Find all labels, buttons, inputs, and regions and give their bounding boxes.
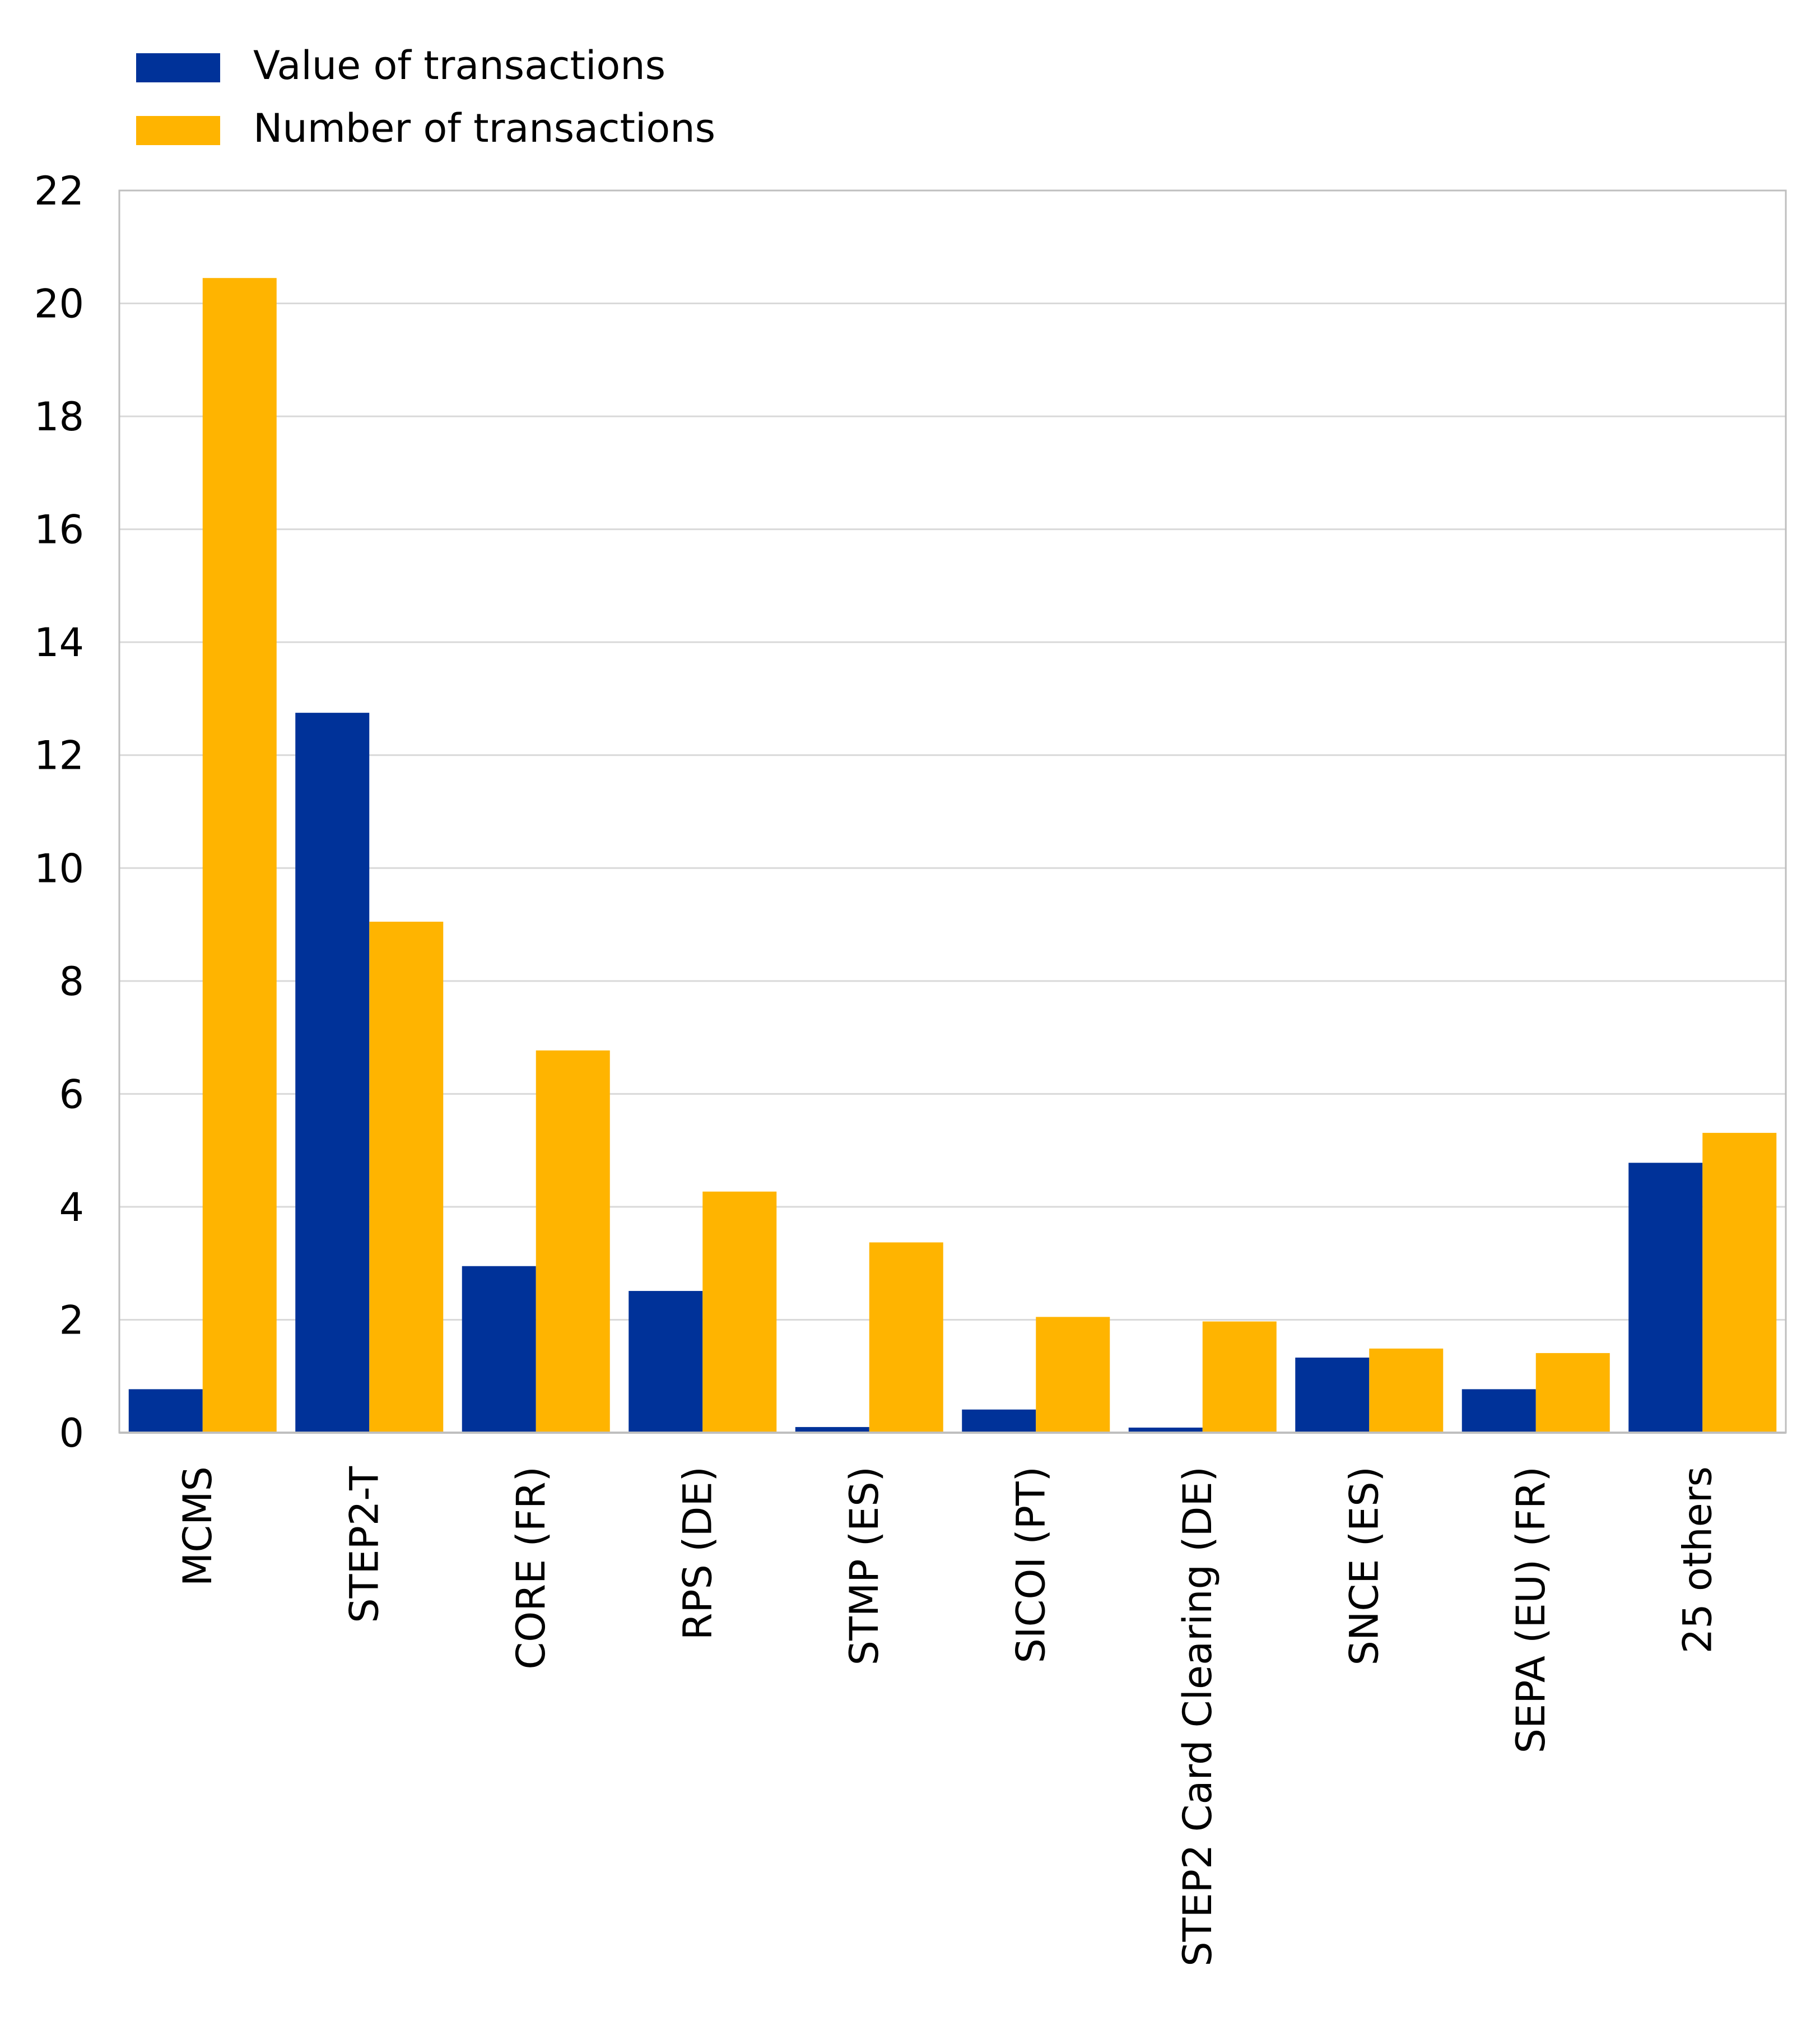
x-category-label: 25 others bbox=[1674, 1466, 1720, 1653]
bar-value-2 bbox=[462, 1266, 536, 1433]
bar-number-8 bbox=[1535, 1353, 1610, 1433]
bar-value-9 bbox=[1628, 1163, 1703, 1433]
bars bbox=[119, 278, 1786, 1434]
x-category-label: SNCE (ES) bbox=[1341, 1466, 1387, 1665]
legend-swatch-number bbox=[136, 116, 220, 145]
bar-value-1 bbox=[295, 713, 370, 1433]
bar-number-3 bbox=[702, 1191, 777, 1433]
y-tick-label: 20 bbox=[34, 281, 84, 327]
y-axis-tick-labels: 0 2 4 6 8 10 12 14 16 18 20 22 bbox=[34, 168, 84, 1456]
x-category-label: CORE (FR) bbox=[508, 1466, 554, 1670]
bar-value-4 bbox=[795, 1427, 869, 1433]
y-tick-label: 12 bbox=[34, 733, 84, 779]
x-axis-category-labels: MCMS STEP2-T CORE (FR) RPS (DE) STMP (ES) SIC… bbox=[175, 1466, 1721, 1967]
y-tick-label: 14 bbox=[34, 620, 84, 666]
bar-number-2 bbox=[536, 1050, 610, 1433]
bar-number-0 bbox=[202, 278, 277, 1433]
x-category-label: RPS (DE) bbox=[674, 1466, 720, 1640]
bar-number-4 bbox=[869, 1242, 943, 1433]
bar-value-7 bbox=[1295, 1357, 1370, 1433]
bar-number-5 bbox=[1036, 1317, 1110, 1433]
y-tick-label: 18 bbox=[34, 394, 84, 440]
bar-number-9 bbox=[1702, 1132, 1777, 1433]
legend: Value of transactions Number of transacti… bbox=[136, 43, 715, 151]
y-tick-label: 4 bbox=[59, 1184, 84, 1230]
x-category-label: STMP (ES) bbox=[841, 1466, 887, 1665]
bar-value-6 bbox=[1128, 1427, 1203, 1433]
bar-number-6 bbox=[1202, 1321, 1277, 1433]
legend-label-value: Value of transactions bbox=[253, 43, 665, 89]
plot-frame bbox=[118, 189, 1787, 1434]
x-category-label: MCMS bbox=[175, 1466, 221, 1586]
y-tick-label: 0 bbox=[59, 1410, 84, 1456]
x-category-label: STEP2-T bbox=[341, 1466, 387, 1623]
bar-value-5 bbox=[962, 1409, 1036, 1433]
bar-number-1 bbox=[369, 922, 444, 1433]
bar-value-0 bbox=[128, 1389, 203, 1433]
y-tick-label: 6 bbox=[59, 1071, 84, 1117]
x-category-label: SICOI (PT) bbox=[1008, 1466, 1054, 1664]
y-tick-label: 2 bbox=[59, 1297, 84, 1343]
bar-number-7 bbox=[1369, 1348, 1444, 1433]
bar-value-3 bbox=[629, 1291, 703, 1433]
legend-label-number: Number of transactions bbox=[253, 105, 715, 151]
y-tick-label: 10 bbox=[34, 845, 84, 891]
y-tick-label: 16 bbox=[34, 507, 84, 553]
y-tick-label: 22 bbox=[34, 168, 84, 214]
y-tick-label: 8 bbox=[59, 959, 84, 1005]
x-category-label: SEPA (EU) (FR) bbox=[1508, 1466, 1554, 1753]
x-category-label: STEP2 Card Clearing (DE) bbox=[1175, 1466, 1221, 1967]
legend-swatch-value bbox=[136, 53, 220, 82]
bar-value-8 bbox=[1461, 1389, 1536, 1433]
